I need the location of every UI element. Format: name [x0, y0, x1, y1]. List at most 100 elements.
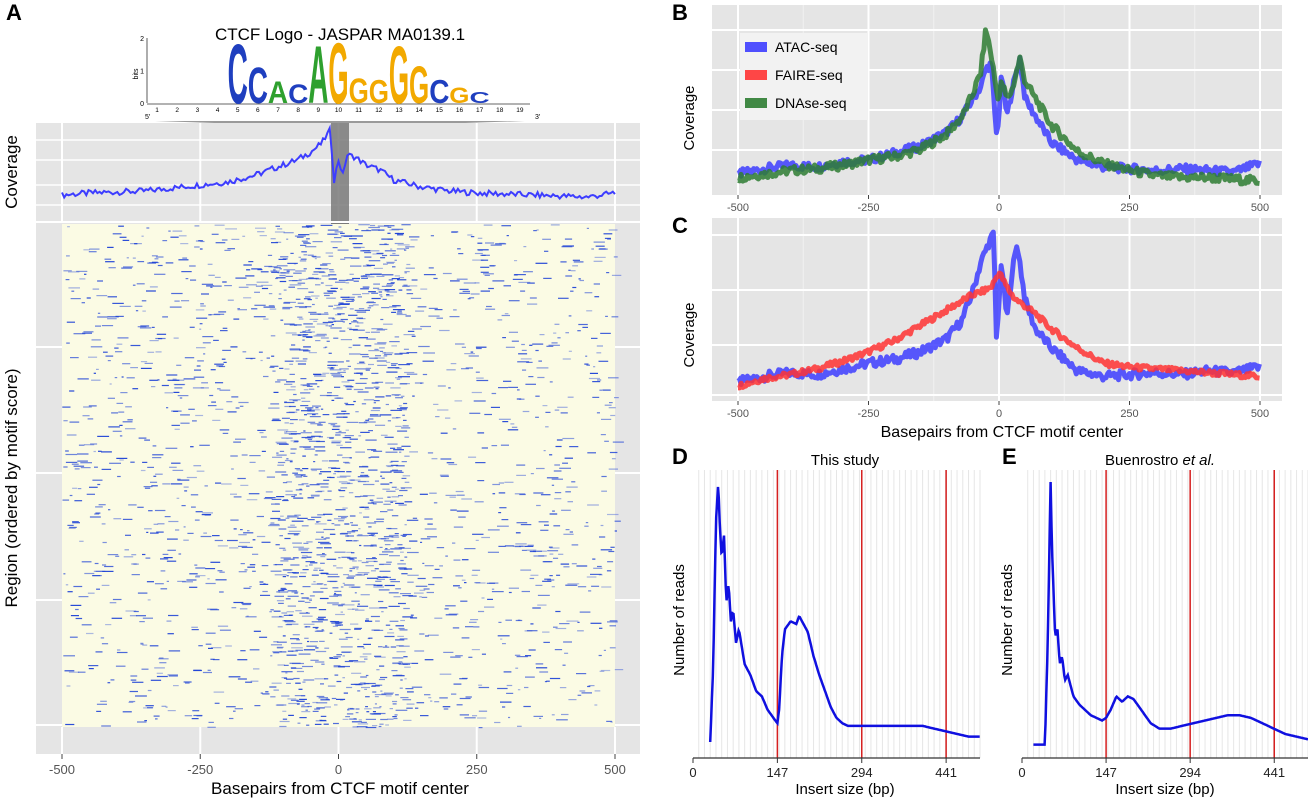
heat-mark: [404, 666, 411, 668]
heat-mark: [101, 468, 112, 470]
heat-mark: [78, 444, 85, 446]
heat-mark: [337, 313, 341, 315]
heat-mark: [350, 479, 355, 481]
heat-mark: [88, 251, 97, 253]
heat-mark: [325, 252, 333, 254]
heat-mark: [260, 594, 271, 596]
heat-mark: [225, 645, 232, 647]
logo-letter-glyph: A: [268, 76, 288, 111]
heat-mark: [318, 421, 326, 423]
heat-mark: [301, 226, 313, 228]
heat-mark: [279, 443, 289, 445]
heat-mark: [186, 476, 197, 479]
xtick-label: 441: [1263, 765, 1285, 780]
heat-mark: [572, 259, 580, 261]
heat-mark: [277, 626, 283, 628]
heat-mark: [253, 316, 266, 318]
heat-mark: [461, 579, 466, 581]
heat-mark: [568, 699, 577, 701]
heat-mark: [455, 655, 463, 657]
heat-mark: [522, 369, 527, 371]
heat-mark: [170, 236, 179, 238]
heat-mark: [445, 555, 448, 557]
heat-mark: [387, 238, 393, 240]
heat-mark: [338, 605, 343, 607]
heat-mark: [476, 379, 489, 382]
heat-mark: [537, 376, 545, 379]
heat-mark: [305, 709, 308, 711]
heat-mark: [371, 449, 377, 451]
heat-mark: [315, 407, 319, 409]
heat-mark: [310, 641, 318, 643]
heat-mark: [340, 296, 350, 298]
heat-mark: [345, 300, 354, 302]
heat-mark: [516, 656, 528, 658]
heat-mark: [98, 450, 102, 452]
heat-mark: [314, 630, 323, 632]
heat-mark: [570, 270, 576, 272]
heat-mark: [402, 475, 411, 477]
heat-mark: [295, 649, 303, 651]
heat-mark: [365, 674, 369, 677]
heat-mark: [338, 638, 348, 640]
heat-mark: [363, 647, 366, 649]
heat-mark: [281, 437, 293, 439]
logo-letter-A: A: [268, 76, 288, 111]
heat-mark: [361, 721, 367, 723]
heat-mark: [146, 531, 149, 533]
heat-mark: [313, 461, 316, 463]
heat-mark: [289, 348, 301, 350]
heat-mark: [565, 275, 573, 277]
heat-mark: [443, 651, 454, 653]
heat-mark: [502, 421, 509, 423]
heat-mark: [313, 374, 322, 376]
heat-mark: [401, 573, 408, 575]
heat-mark: [290, 252, 294, 254]
heat-mark: [484, 606, 495, 608]
heatmap-area: [62, 224, 615, 727]
heat-mark: [420, 325, 431, 328]
logo-letter-G: G: [328, 24, 348, 122]
heat-mark: [609, 451, 618, 454]
heat-mark: [475, 462, 486, 464]
heat-mark: [282, 635, 286, 637]
heat-mark: [366, 711, 370, 713]
heat-mark: [271, 498, 282, 500]
heat-mark: [332, 604, 344, 606]
heat-mark: [115, 351, 123, 353]
heat-mark: [292, 472, 298, 474]
heat-mark: [456, 278, 468, 280]
heat-mark: [365, 331, 370, 333]
heat-mark: [226, 706, 236, 708]
logo-ytick: 1: [140, 69, 144, 76]
heat-mark: [307, 421, 316, 423]
heat-mark: [328, 305, 333, 307]
heat-mark: [457, 248, 461, 250]
heat-mark: [389, 620, 399, 622]
heat-mark: [399, 687, 403, 689]
heat-mark: [458, 587, 462, 589]
heat-mark: [323, 513, 333, 515]
heat-mark: [445, 605, 456, 607]
heat-mark: [112, 233, 122, 235]
heat-mark: [63, 573, 66, 575]
heat-mark: [427, 452, 434, 454]
heat-mark: [472, 715, 478, 717]
heat-mark: [354, 309, 367, 311]
heat-mark: [335, 314, 342, 316]
heat-mark: [405, 267, 415, 269]
logo-xtick: 17: [476, 107, 484, 114]
heat-mark: [567, 583, 580, 585]
heat-mark: [108, 267, 116, 269]
heat-mark: [533, 492, 544, 494]
heat-mark: [327, 476, 332, 478]
heat-mark: [426, 591, 434, 594]
heat-mark: [282, 569, 292, 571]
heat-mark: [361, 686, 370, 689]
heat-mark: [298, 688, 303, 690]
heat-mark: [387, 420, 391, 422]
heat-mark: [526, 630, 538, 632]
heat-mark: [412, 328, 422, 330]
heat-mark: [516, 464, 526, 466]
heat-mark: [276, 270, 280, 272]
